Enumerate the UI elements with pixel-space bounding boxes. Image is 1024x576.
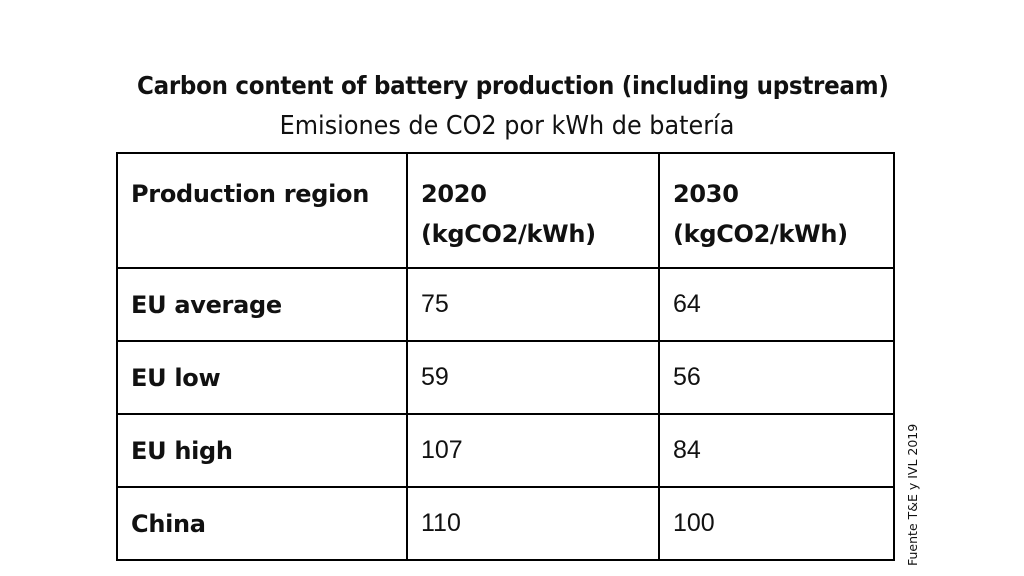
value-2020-cell: 59 bbox=[406, 340, 660, 415]
header-2020-unit: (kgCO2/kWh) bbox=[421, 220, 596, 248]
header-row: Production region 2020 (kgCO2/kWh) 2030 … bbox=[116, 152, 895, 269]
source-note: Fuente T&E y IVL 2019 bbox=[905, 423, 920, 566]
value-2030-cell: 84 bbox=[658, 413, 895, 488]
header-production-region: Production region bbox=[116, 152, 408, 269]
header-2030-unit: (kgCO2/kWh) bbox=[673, 220, 848, 248]
value-2020-cell: 110 bbox=[406, 486, 660, 561]
value-2030-cell: 100 bbox=[658, 486, 895, 561]
value-2020-cell: 75 bbox=[406, 267, 660, 342]
table-body: EU average 75 64 EU low 59 56 EU high 10… bbox=[116, 267, 895, 561]
header-2020-year: 2020 bbox=[421, 180, 487, 208]
table-row: EU low 59 56 bbox=[116, 340, 895, 415]
table-row: EU average 75 64 bbox=[116, 267, 895, 342]
table-row: EU high 107 84 bbox=[116, 413, 895, 488]
header-2030: 2030 (kgCO2/kWh) bbox=[658, 152, 895, 269]
chart-title: Carbon content of battery production (in… bbox=[136, 71, 889, 100]
emissions-table: Production region 2020 (kgCO2/kWh) 2030 … bbox=[116, 152, 895, 561]
table-header: Production region 2020 (kgCO2/kWh) 2030 … bbox=[116, 152, 895, 269]
region-cell: EU average bbox=[116, 267, 408, 342]
table-row: China 110 100 bbox=[116, 486, 895, 561]
value-2030-cell: 64 bbox=[658, 267, 895, 342]
header-2020: 2020 (kgCO2/kWh) bbox=[406, 152, 660, 269]
region-cell: EU low bbox=[116, 340, 408, 415]
value-2020-cell: 107 bbox=[406, 413, 660, 488]
region-cell: EU high bbox=[116, 413, 408, 488]
header-2030-year: 2030 bbox=[673, 180, 739, 208]
region-cell: China bbox=[116, 486, 408, 561]
value-2030-cell: 56 bbox=[658, 340, 895, 415]
chart-subtitle: Emisiones de CO2 por kWh de batería bbox=[279, 111, 735, 141]
